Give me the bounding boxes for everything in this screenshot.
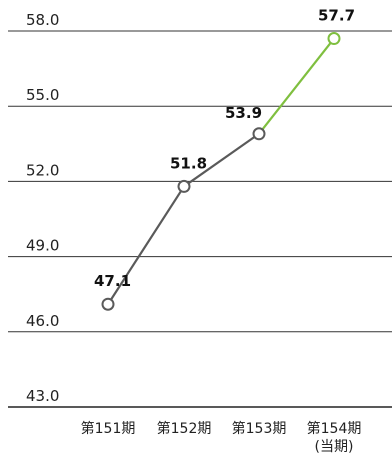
data-labels: 47.1 51.8 53.9 57.7 xyxy=(94,7,355,291)
y-axis-ticks: 58.0 55.0 52.0 49.0 46.0 43.0 xyxy=(26,11,59,405)
grid-layer xyxy=(8,30,392,408)
series-line-segment xyxy=(258,37,335,135)
data-point xyxy=(252,127,266,141)
x-tick-label: 第153期 xyxy=(232,420,287,437)
series-points xyxy=(101,32,341,311)
data-point xyxy=(101,297,115,311)
data-label: 51.8 xyxy=(170,154,207,172)
x-axis-ticks: 第151期 第152期 第153期 第154期 (当期) xyxy=(81,420,362,455)
data-label: 53.9 xyxy=(225,104,262,122)
y-tick-label: 58.0 xyxy=(26,11,59,29)
x-tick-label: 第151期 xyxy=(81,420,136,437)
data-label: 57.7 xyxy=(318,7,355,25)
data-point xyxy=(327,32,341,46)
y-tick-label: 49.0 xyxy=(26,237,59,255)
data-point xyxy=(177,179,191,193)
series-line-segment xyxy=(183,132,260,188)
y-tick-label: 46.0 xyxy=(26,312,59,330)
y-tick-label: 55.0 xyxy=(26,86,59,104)
x-tick-sublabel: (当期) xyxy=(315,439,354,455)
series-line-segment xyxy=(107,185,185,305)
y-tick-label: 43.0 xyxy=(26,387,59,405)
series-lines xyxy=(107,37,335,305)
x-tick-label: 第154期 xyxy=(307,420,362,437)
x-tick-label: 第152期 xyxy=(157,420,212,437)
data-label: 47.1 xyxy=(94,272,131,290)
y-tick-label: 52.0 xyxy=(26,161,59,179)
